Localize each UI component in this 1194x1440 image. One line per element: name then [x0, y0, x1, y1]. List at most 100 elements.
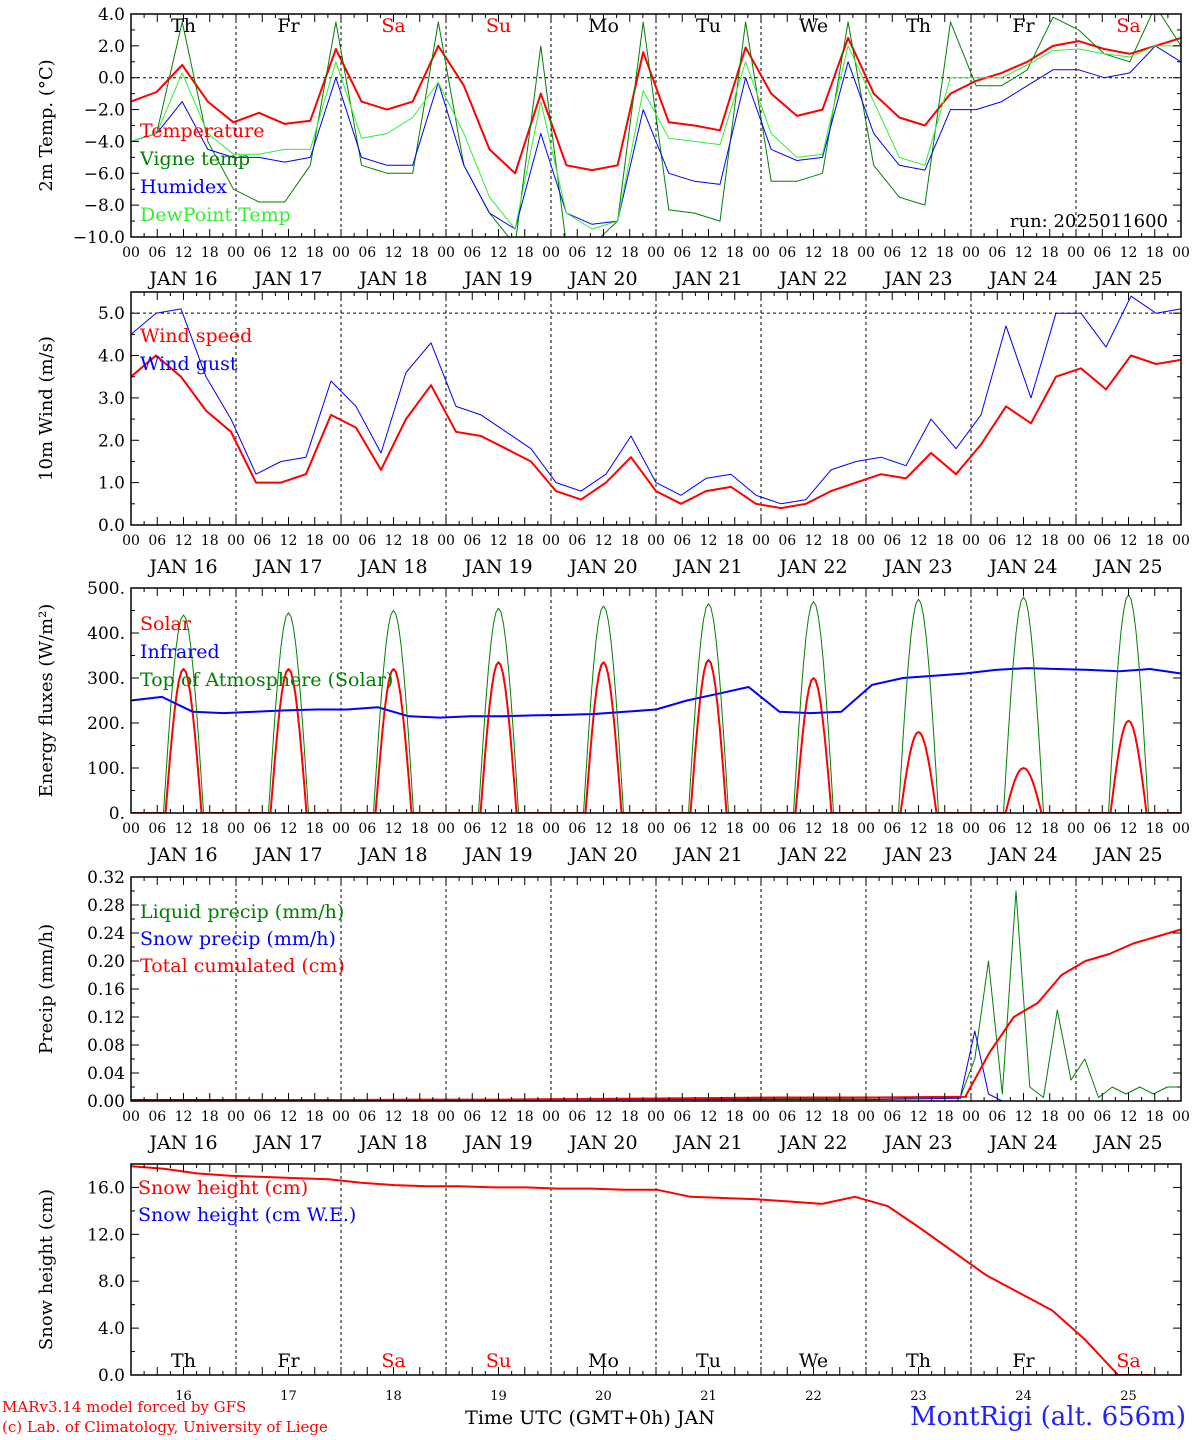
hour-tick-label: 12: [910, 245, 928, 261]
day-label: JAN 19: [462, 1132, 532, 1154]
hour-tick-label: 06: [673, 1109, 691, 1125]
weekday-label: We: [799, 1350, 828, 1372]
series-group: [131, 594, 1181, 813]
hour-tick-label: 00: [122, 533, 140, 549]
legend-entry: Snow precip (mm/h): [140, 928, 336, 950]
series-line-3-3: [131, 594, 1181, 813]
y-tick-label: 5.0: [98, 304, 125, 324]
series-line-1-3: [131, 45, 1181, 230]
legend-entry: Wind gust: [140, 353, 238, 375]
y-tick-label: 200.: [87, 714, 125, 734]
hour-tick-label: 12: [805, 533, 823, 549]
day-label: JAN 16: [147, 844, 217, 866]
hour-tick-label: 18: [306, 533, 324, 549]
hour-tick-label: 00: [857, 245, 875, 261]
hour-tick-label: 12: [700, 1109, 718, 1125]
y-tick-label: 300.: [87, 669, 125, 689]
weekday-label: Fr: [277, 1350, 300, 1372]
hour-tick-label: 06: [778, 821, 796, 837]
hour-tick-label: 12: [385, 1109, 403, 1125]
day-label: JAN 16: [147, 1132, 217, 1154]
day-label: JAN 18: [357, 556, 427, 578]
hour-tick-label: 06: [1093, 533, 1111, 549]
hour-tick-label: 18: [621, 533, 639, 549]
hour-tick-label: 00: [542, 533, 560, 549]
hour-tick-label: 12: [805, 821, 823, 837]
hour-tick-label: 18: [726, 245, 744, 261]
hour-tick-label: 00: [542, 821, 560, 837]
legend-entry: Liquid precip (mm/h): [140, 901, 344, 923]
series-line-2-2: [131, 295, 1181, 505]
day-label: JAN 22: [777, 844, 847, 866]
hour-tick-label: 00: [122, 821, 140, 837]
hour-tick-label: 00: [962, 533, 980, 549]
day-label: JAN 17: [252, 844, 322, 866]
hour-tick-label: 00: [122, 245, 140, 261]
y-tick-label: 2.0: [98, 37, 125, 57]
hour-tick-label: 06: [988, 533, 1006, 549]
hour-tick-label: 06: [568, 533, 586, 549]
day-label: JAN 20: [567, 1132, 637, 1154]
hour-tick-label: 12: [910, 1109, 928, 1125]
legend-entry: Temperature: [140, 120, 264, 142]
hour-tick-label: 00: [962, 1109, 980, 1125]
y-tick-label: 0.04: [87, 1064, 125, 1084]
day-label: JAN 22: [777, 1132, 847, 1154]
y-tick-label: 4.0: [98, 347, 125, 367]
hour-tick-label: 18: [1041, 245, 1059, 261]
day-label: JAN 21: [672, 556, 742, 578]
y-tick-label: 0.16: [87, 980, 125, 1000]
y-tick-label: −8.0: [84, 196, 125, 216]
hour-tick-label: 06: [883, 533, 901, 549]
y-tick-label: 0.0: [98, 1366, 125, 1386]
day-label: JAN 20: [567, 268, 637, 290]
hour-tick-label: 00: [752, 1109, 770, 1125]
series-line-3-1: [131, 659, 1181, 813]
day-label: JAN 24: [987, 1132, 1057, 1154]
weekday-label: Mo: [588, 15, 619, 37]
day-label: JAN 25: [1092, 556, 1162, 578]
y-tick-label: 0.28: [87, 896, 125, 916]
hour-tick-label: 18: [516, 245, 534, 261]
y-tick-label: 0.12: [87, 1008, 125, 1028]
series-line-2-1: [131, 354, 1181, 510]
hour-tick-label: 18: [411, 533, 429, 549]
hour-tick-label: 18: [621, 821, 639, 837]
hour-tick-label: 18: [516, 533, 534, 549]
hour-tick-label: 06: [1093, 821, 1111, 837]
hour-tick-label: 12: [595, 1109, 613, 1125]
hour-tick-label: 06: [358, 1109, 376, 1125]
hour-tick-label: 00: [752, 821, 770, 837]
series-line-1-4: [131, 45, 1181, 230]
legend-entry: Total cumulated (cm): [140, 955, 345, 977]
day-number-label: 17: [280, 1389, 297, 1404]
hour-tick-label: 12: [175, 533, 193, 549]
hour-tick-label: 06: [358, 533, 376, 549]
y-tick-label: 0.: [109, 804, 125, 824]
legend-entry: Infrared: [140, 641, 220, 663]
hour-tick-label: 18: [936, 533, 954, 549]
hour-tick-label: 06: [778, 533, 796, 549]
hour-tick-label: 18: [831, 533, 849, 549]
hour-tick-label: 18: [411, 245, 429, 261]
hour-tick-label: 18: [201, 533, 219, 549]
day-label: JAN 23: [882, 1132, 952, 1154]
y-axis-title: Energy fluxes (W/m²): [36, 604, 57, 798]
day-label: JAN 19: [462, 556, 532, 578]
hour-tick-label: 18: [1146, 1109, 1164, 1125]
hour-tick-label: 00: [962, 245, 980, 261]
hour-tick-label: 06: [463, 533, 481, 549]
hour-tick-label: 06: [358, 245, 376, 261]
y-axis-title: Snow height (cm): [36, 1189, 57, 1350]
model-credit: MARv3.14 model forced by GFS: [2, 1398, 247, 1416]
hour-tick-label: 18: [306, 245, 324, 261]
hour-tick-label: 00: [647, 533, 665, 549]
day-label: JAN 20: [567, 844, 637, 866]
hour-tick-label: 18: [831, 1109, 849, 1125]
weekday-label: Su: [486, 15, 511, 37]
legend-entry: DewPoint Temp: [140, 204, 291, 226]
y-tick-label: 4.0: [98, 1319, 125, 1339]
day-label: JAN 19: [462, 844, 532, 866]
day-label: JAN 22: [777, 556, 847, 578]
hour-tick-label: 18: [936, 245, 954, 261]
